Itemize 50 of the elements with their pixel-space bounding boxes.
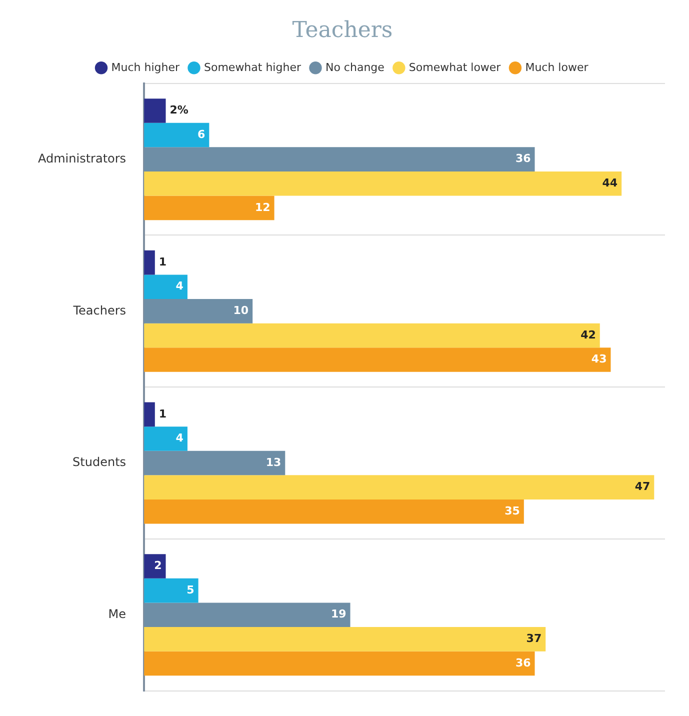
y-tick-label: Students	[72, 455, 126, 470]
legend-label: Somewhat higher	[204, 60, 302, 74]
data-label: 10	[233, 304, 249, 318]
bar	[144, 171, 622, 196]
bar	[144, 147, 535, 172]
data-label: 4	[176, 432, 184, 445]
bar	[144, 554, 166, 578]
bar	[144, 602, 350, 628]
bar	[144, 122, 210, 148]
data-label: 12	[254, 200, 270, 214]
data-label: 6	[198, 128, 206, 141]
bar	[144, 250, 155, 275]
bar	[144, 578, 198, 603]
legend-label: Much lower	[525, 60, 589, 74]
data-label: 5	[186, 583, 194, 596]
bar	[144, 475, 654, 500]
data-label: 1	[158, 407, 167, 420]
bar	[144, 98, 166, 123]
y-tick-label: Administrators	[38, 151, 126, 166]
data-label: 42	[580, 328, 596, 342]
bar	[144, 196, 274, 220]
legend-label: No change	[325, 60, 385, 74]
legend-label: Much higher	[111, 60, 180, 74]
data-label: 43	[591, 352, 607, 366]
data-label: 2%	[170, 104, 188, 117]
data-label: 36	[515, 152, 532, 166]
bar	[144, 402, 155, 427]
chart-title: Teachers	[292, 18, 393, 43]
data-label: 36	[515, 656, 532, 670]
data-label: 35	[504, 504, 520, 518]
data-label: 4	[176, 280, 184, 293]
bar	[144, 299, 253, 324]
bar	[144, 323, 600, 348]
bar	[144, 651, 535, 676]
data-label: 47	[634, 480, 650, 494]
y-tick-label: Teachers	[72, 303, 126, 318]
data-label: 2	[154, 559, 162, 572]
data-label: 37	[526, 632, 542, 646]
legend-label: Somewhat lower	[408, 60, 502, 74]
bar	[144, 426, 188, 451]
y-tick-label: Me	[108, 607, 126, 621]
bar	[144, 348, 611, 372]
data-label: 19	[330, 608, 346, 621]
bar	[144, 450, 286, 476]
data-label: 13	[266, 456, 282, 469]
data-label: 1	[158, 255, 167, 268]
bar	[144, 627, 546, 652]
bar	[144, 274, 188, 300]
data-label: 44	[602, 176, 618, 190]
bar	[144, 499, 524, 524]
